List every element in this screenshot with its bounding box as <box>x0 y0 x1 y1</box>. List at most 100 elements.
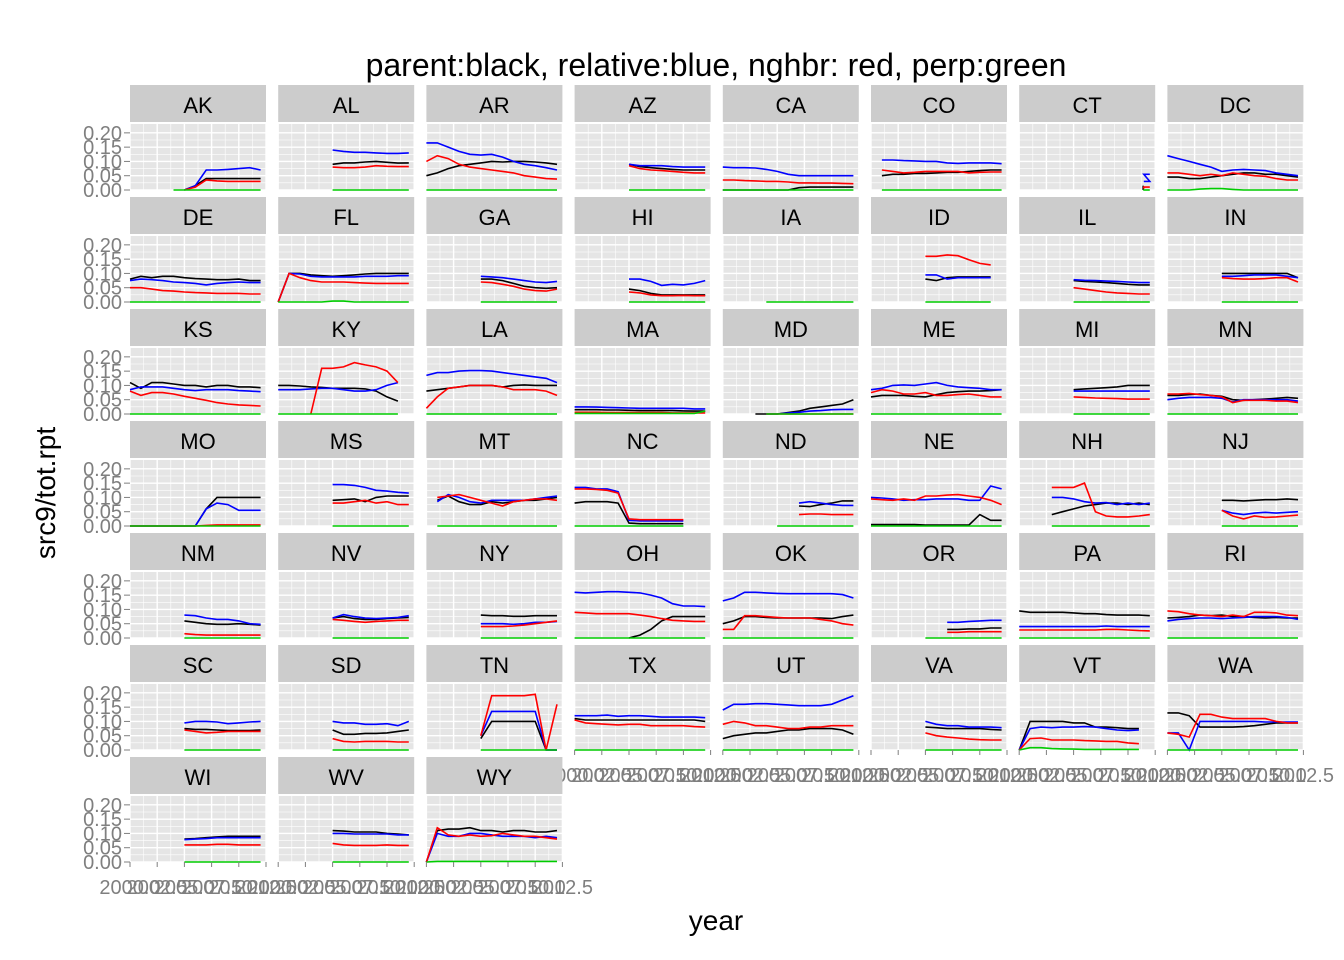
series-line-parent <box>574 408 706 412</box>
facet-panel-mi: MI <box>1018 309 1156 415</box>
series-line-parent <box>184 620 261 626</box>
series-line-relative <box>870 381 1002 391</box>
x-tick-label: 2000.0 <box>692 765 753 787</box>
facet-strip <box>278 645 415 682</box>
x-tick-label: 2010.0 <box>949 765 1010 787</box>
y-tick-label: 0.15 <box>83 361 122 383</box>
y-tick-label: 0.00 <box>83 180 122 202</box>
series-line-nghbr <box>437 493 558 507</box>
x-tick-label: 2012.5 <box>235 877 296 899</box>
series-line-relative <box>332 720 410 727</box>
facet-panel-ms: MS <box>277 421 415 527</box>
facet-panel-nh: NH <box>1018 421 1156 527</box>
facet-strip <box>1167 309 1304 346</box>
series-line-nghbr <box>947 630 1002 634</box>
facet-strip-label: CO <box>923 93 956 118</box>
facet-strip <box>722 421 859 458</box>
y-tick-label: 0.15 <box>83 585 122 607</box>
series-line-relative <box>798 500 854 507</box>
series-line-nghbr <box>1073 286 1150 295</box>
facet-strip-label: IA <box>780 205 801 230</box>
series-line-relative <box>574 714 706 719</box>
facet-strip <box>426 421 563 458</box>
facet-strip-label: NH <box>1071 429 1103 454</box>
facet-strip <box>130 533 266 570</box>
y-tick-label: 0.15 <box>83 137 122 159</box>
facet-strip-label: NM <box>181 541 215 566</box>
facet-strip <box>130 421 266 458</box>
y-tick-label: 0.10 <box>83 599 122 621</box>
facet-panel-dc: DC <box>1166 85 1305 191</box>
y-tick-label: 0.10 <box>83 375 122 397</box>
series-line-parent <box>425 826 558 863</box>
series-line-relative <box>947 619 1002 624</box>
facet-panel-ct: CT <box>1018 85 1156 191</box>
y-tick-label: 0.05 <box>83 390 122 412</box>
series-line-parent <box>332 495 409 503</box>
facet-panel-ak: AK 0.000.050.100.150.20 <box>83 85 267 202</box>
facet-panel-nj: NJ <box>1166 421 1305 527</box>
facet-strip-label: NE <box>924 429 955 454</box>
facet-strip-label: LA <box>481 317 508 342</box>
series-line-nghbr <box>1167 172 1298 181</box>
y-tick-label: 0.20 <box>83 683 122 705</box>
facet-strip <box>278 197 415 234</box>
x-tick-label: 2010.0 <box>356 877 417 899</box>
facet-strip <box>871 421 1007 458</box>
series-line-relative <box>480 275 558 284</box>
x-tick-label: 2005.0 <box>450 877 511 899</box>
x-tick-label: 2010.0 <box>801 765 862 787</box>
x-tick-label: 2010.0 <box>208 877 269 899</box>
facet-strip-label: OK <box>775 541 807 566</box>
series-line-nghbr <box>184 179 261 191</box>
series-line-nghbr <box>574 488 684 521</box>
series-line-perp <box>278 300 409 303</box>
facet-strip-label: NV <box>331 541 362 566</box>
facet-strip-label: WV <box>328 765 364 790</box>
facet-strip <box>722 645 859 682</box>
y-tick-label: 0.20 <box>83 123 122 145</box>
series-line-parent <box>437 495 558 506</box>
facet-panel-ks: KS 0.000.050.100.150.20 <box>83 309 267 426</box>
series-line-nghbr <box>129 390 261 407</box>
facet-panel-az: AZ <box>573 85 712 191</box>
facet-strip-label: CA <box>776 93 807 118</box>
series-line-parent <box>1167 172 1299 180</box>
facet-strip <box>1167 421 1304 458</box>
facet-strip-label: OR <box>923 541 956 566</box>
series-line-parent <box>1018 720 1139 751</box>
y-tick-label: 0.00 <box>83 852 122 874</box>
series-line-parent <box>1019 610 1150 617</box>
series-line-perp <box>574 410 706 415</box>
series-line-nghbr <box>425 826 558 863</box>
facet-strip <box>722 85 859 122</box>
facet-strip <box>1019 85 1156 122</box>
series-line-relative <box>332 613 409 620</box>
facet-panel-il: IL <box>1018 197 1156 303</box>
facet-panel-mo: MO 0.000.050.100.150.20 <box>83 421 267 538</box>
facet-panel-id: ID <box>870 197 1008 303</box>
facet-strip-label: ME <box>923 317 956 342</box>
x-tick-label: 2002.5 <box>423 877 484 899</box>
facet-panel-oh: OH <box>573 533 712 639</box>
x-tick-label: 2002.5 <box>868 765 929 787</box>
series-line-parent <box>881 169 1002 177</box>
x-tick-label: 2002.5 <box>571 765 632 787</box>
facet-strip <box>426 757 563 794</box>
series-line-nghbr <box>574 611 706 623</box>
facet-panel-ok: OK <box>722 533 860 639</box>
series-line-nghbr <box>480 281 558 292</box>
x-tick-label: 2000.0 <box>396 877 457 899</box>
series-line-relative <box>426 369 558 384</box>
series-line-relative <box>629 278 706 287</box>
x-tick-label: 2002.5 <box>1016 765 1077 787</box>
facet-panel-sd: SD <box>277 645 415 751</box>
facet-panel-in: IN <box>1166 197 1305 303</box>
y-tick-label: 0.15 <box>83 809 122 831</box>
facet-strip <box>574 533 711 570</box>
